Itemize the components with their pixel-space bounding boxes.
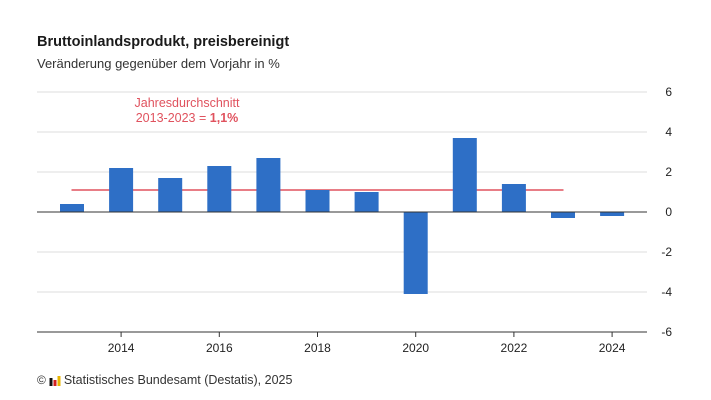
source-text: Statistisches Bundesamt (Destatis), 2025 [63, 373, 293, 387]
y-tick-label: 6 [665, 85, 672, 99]
y-tick-labels: 6 4 2 0 -2 -4 -6 [661, 85, 672, 339]
x-tick-labels: 2014 2016 2018 2020 2022 2024 [108, 341, 626, 355]
average-label-prefix: 2013-2023 = [136, 111, 210, 125]
bar-2016 [207, 166, 232, 212]
x-tick-label: 2016 [206, 341, 233, 355]
x-tick-label: 2022 [501, 341, 528, 355]
average-label-value: 1,1% [210, 111, 239, 125]
y-tick-label: -6 [661, 325, 672, 339]
bar-2014 [109, 168, 134, 212]
bar-2021 [452, 138, 477, 212]
x-tick-label: 2014 [108, 341, 135, 355]
destatis-logo-icon [49, 375, 61, 386]
y-tick-label: 0 [665, 205, 672, 219]
y-tick-label: -4 [661, 285, 672, 299]
x-tick-label: 2024 [599, 341, 626, 355]
axes [37, 211, 647, 337]
copyright-symbol: © [37, 373, 46, 387]
gridlines [37, 91, 647, 293]
bar-2015 [158, 178, 183, 212]
chart-title: Bruttoinlandsprodukt, preisbereinigt [37, 34, 290, 50]
bar-2023 [551, 212, 575, 218]
average-label-line1: Jahresdurchschnitt [135, 96, 240, 110]
bar-2013 [60, 204, 84, 212]
chart-subtitle: Veränderung gegenüber dem Vorjahr in % [37, 56, 280, 71]
bar-2018 [305, 190, 330, 212]
bars [60, 138, 625, 294]
y-tick-label: 2 [665, 165, 672, 179]
y-tick-label: 4 [665, 125, 672, 139]
bar-2019 [354, 192, 379, 212]
bar-2024 [600, 212, 625, 216]
bar-2020 [403, 212, 428, 294]
bar-2022 [501, 184, 526, 212]
x-tick-label: 2018 [304, 341, 331, 355]
x-tick-label: 2020 [402, 341, 429, 355]
bar-2017 [256, 158, 281, 212]
average-label: Jahresdurchschnitt 2013-2023 = 1,1% [135, 96, 240, 125]
source-footer: © Statistisches Bundesamt (Destatis), 20… [37, 373, 292, 387]
average-label-line2: 2013-2023 = 1,1% [136, 111, 239, 125]
y-tick-label: -2 [661, 245, 672, 259]
